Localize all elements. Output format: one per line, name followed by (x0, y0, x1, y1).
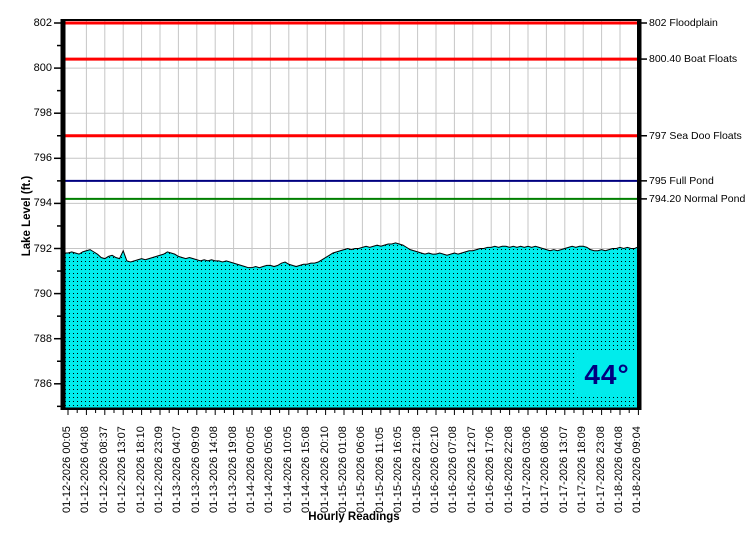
x-tick-label: 01-12-2026 18:10 (134, 426, 147, 513)
x-tick-label: 01-14-2026 20:10 (318, 426, 331, 513)
x-tick-label: 01-17-2026 13:07 (557, 426, 570, 513)
x-tick-label: 01-15-2026 16:05 (392, 426, 405, 513)
reference-line-label: 797 Sea Doo Floats (649, 129, 742, 142)
x-tick-label: 01-14-2026 00:05 (245, 426, 257, 513)
x-tick-label: 01-18-2026 09:04 (631, 426, 644, 513)
x-tick-label: 01-12-2026 00:05 (61, 426, 73, 513)
x-tick-label: 01-17-2026 23:08 (594, 426, 607, 513)
x-tick-label: 01-16-2026 12:07 (465, 426, 478, 513)
x-tick-label: 01-12-2026 23:09 (153, 426, 165, 513)
x-tick-label: 01-12-2026 13:07 (116, 426, 129, 513)
x-tick-label: 01-15-2026 01:08 (337, 426, 349, 513)
reference-line-label: 794.20 Normal Pond (649, 192, 746, 205)
x-tick-label: 01-17-2026 03:06 (521, 426, 533, 513)
x-tick-label: 01-17-2026 08:06 (539, 426, 552, 513)
x-tick-label: 01-15-2026 11:05 (373, 426, 386, 513)
x-tick-label: 01-15-2026 06:06 (355, 426, 368, 513)
x-tick-label: 01-14-2026 10:05 (281, 426, 294, 513)
y-tick-label: 788 (33, 332, 52, 345)
x-tick-label: 01-14-2026 15:08 (300, 426, 313, 513)
y-tick-label: 796 (33, 152, 52, 165)
x-tick-label: 01-16-2026 07:08 (447, 426, 460, 513)
y-tick-label: 802 (33, 17, 52, 29)
y-tick-label: 794 (33, 197, 52, 210)
x-tick-label: 01-12-2026 04:08 (79, 426, 92, 513)
y-tick-label: 786 (33, 377, 52, 390)
x-tick-label: 01-12-2026 08:37 (97, 426, 110, 513)
x-tick-label: 01-15-2026 21:08 (410, 426, 423, 513)
x-tick-label: 01-18-2026 04:08 (613, 426, 625, 513)
y-tick-label: 792 (33, 242, 52, 255)
x-tick-label: 01-17-2026 18:09 (576, 426, 589, 513)
y-tick-label: 800 (33, 62, 52, 75)
reference-line-label: 795 Full Pond (649, 174, 714, 187)
x-tick-label: 01-16-2026 02:10 (429, 426, 441, 513)
x-tick-label: 01-16-2026 17:06 (484, 426, 497, 513)
x-tick-label: 01-13-2026 14:08 (208, 426, 221, 513)
x-tick-label: 01-13-2026 09:09 (189, 426, 202, 513)
x-tick-label: 01-16-2026 22:08 (502, 426, 515, 513)
x-tick-label: 01-14-2026 05:06 (263, 426, 276, 513)
y-tick-label: 790 (33, 287, 52, 300)
x-axis-title: Hourly Readings (308, 511, 400, 523)
reference-line-label: 800.40 Boat Floats (649, 53, 738, 66)
temperature-badge: 44° (577, 353, 637, 397)
reference-line-label: 802 Floodplain (649, 17, 718, 29)
x-tick-label: 01-13-2026 19:08 (226, 426, 239, 513)
x-tick-label: 01-13-2026 04:07 (171, 426, 184, 513)
y-tick-label: 798 (33, 107, 52, 120)
